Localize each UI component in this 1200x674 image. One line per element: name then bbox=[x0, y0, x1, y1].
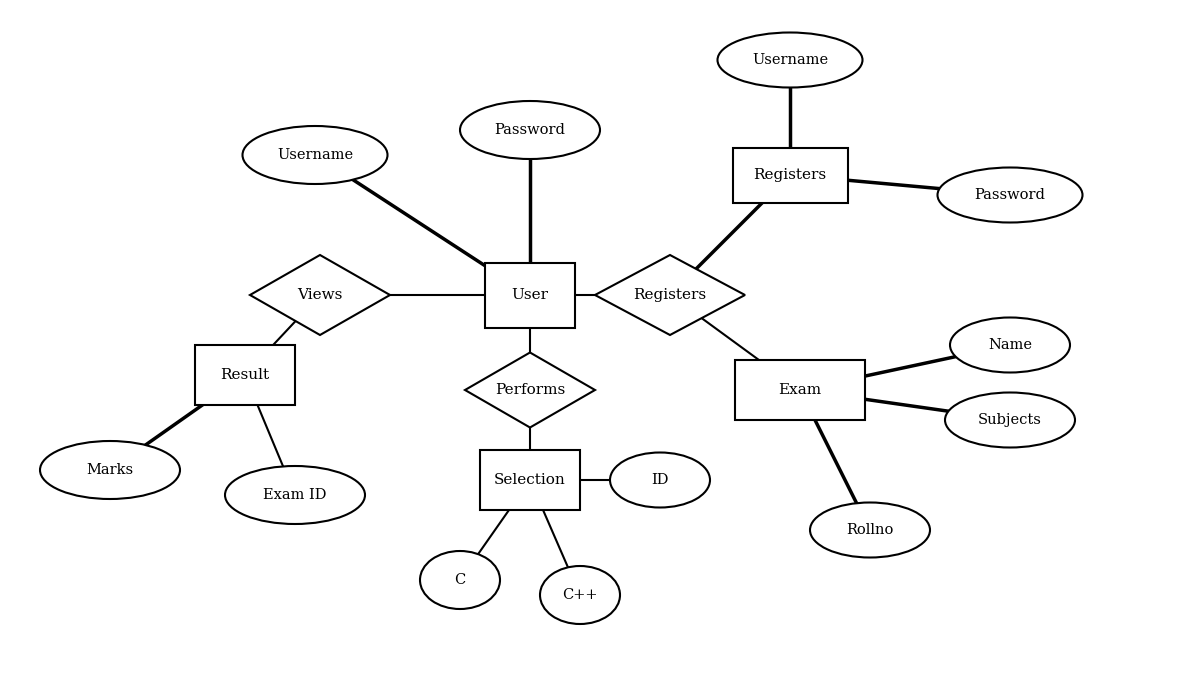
FancyBboxPatch shape bbox=[194, 345, 295, 405]
Text: Marks: Marks bbox=[86, 463, 133, 477]
Ellipse shape bbox=[460, 101, 600, 159]
Ellipse shape bbox=[950, 317, 1070, 373]
Text: Username: Username bbox=[752, 53, 828, 67]
Text: Views: Views bbox=[298, 288, 343, 302]
Text: Password: Password bbox=[974, 188, 1045, 202]
Text: Result: Result bbox=[221, 368, 270, 382]
Text: Exam ID: Exam ID bbox=[263, 488, 326, 502]
Polygon shape bbox=[250, 255, 390, 335]
Ellipse shape bbox=[610, 452, 710, 508]
Ellipse shape bbox=[946, 392, 1075, 448]
Text: C++: C++ bbox=[563, 588, 598, 602]
FancyBboxPatch shape bbox=[480, 450, 580, 510]
Ellipse shape bbox=[226, 466, 365, 524]
Text: Performs: Performs bbox=[494, 383, 565, 397]
Text: Exam: Exam bbox=[779, 383, 822, 397]
Text: Selection: Selection bbox=[494, 473, 566, 487]
Text: C: C bbox=[455, 573, 466, 587]
Ellipse shape bbox=[540, 566, 620, 624]
FancyBboxPatch shape bbox=[734, 360, 865, 420]
Text: Name: Name bbox=[988, 338, 1032, 352]
Text: Rollno: Rollno bbox=[846, 523, 894, 537]
Ellipse shape bbox=[810, 503, 930, 557]
FancyBboxPatch shape bbox=[732, 148, 847, 202]
Ellipse shape bbox=[718, 32, 863, 88]
Ellipse shape bbox=[40, 441, 180, 499]
FancyBboxPatch shape bbox=[485, 262, 575, 328]
Text: Registers: Registers bbox=[754, 168, 827, 182]
Polygon shape bbox=[466, 353, 595, 427]
Text: Subjects: Subjects bbox=[978, 413, 1042, 427]
Text: Password: Password bbox=[494, 123, 565, 137]
Text: ID: ID bbox=[652, 473, 668, 487]
Ellipse shape bbox=[420, 551, 500, 609]
Text: Registers: Registers bbox=[634, 288, 707, 302]
Ellipse shape bbox=[937, 168, 1082, 222]
Text: User: User bbox=[511, 288, 548, 302]
Polygon shape bbox=[595, 255, 745, 335]
Text: Username: Username bbox=[277, 148, 353, 162]
Ellipse shape bbox=[242, 126, 388, 184]
